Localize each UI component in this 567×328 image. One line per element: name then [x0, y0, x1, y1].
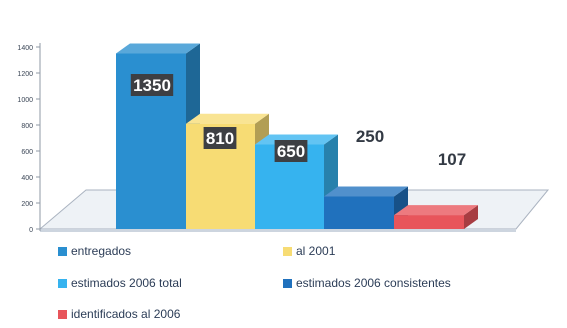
data-label: 810	[204, 127, 237, 149]
data-label-text: 650	[277, 142, 305, 161]
data-label: 1350	[131, 74, 173, 96]
data-label-text: 250	[356, 127, 384, 146]
y-axis: 0 200 400 600 800 1000 1200 1400	[17, 43, 40, 234]
bar-front	[324, 197, 394, 230]
bar-top	[116, 44, 200, 54]
y-tick-label: 1200	[17, 71, 33, 78]
y-tick-label: 600	[21, 149, 33, 156]
y-tick-label: 0	[29, 227, 33, 234]
bar-top	[394, 205, 478, 215]
bar-front	[394, 215, 464, 229]
data-label: 250	[356, 127, 384, 146]
bar	[394, 205, 478, 229]
data-label-text: 1350	[133, 76, 171, 95]
bar-top	[324, 187, 408, 197]
data-label-text: 107	[438, 150, 466, 169]
y-tick-label: 200	[21, 201, 33, 208]
floor-edge	[40, 229, 516, 232]
y-tick-label: 1000	[17, 97, 33, 104]
data-label: 107	[438, 150, 466, 169]
y-tick-label: 1400	[17, 45, 33, 52]
data-label-text: 810	[206, 129, 234, 148]
data-label: 650	[275, 140, 308, 162]
y-tick-label: 800	[21, 123, 33, 130]
bar-top	[186, 114, 269, 124]
y-tick-label: 400	[21, 175, 33, 182]
